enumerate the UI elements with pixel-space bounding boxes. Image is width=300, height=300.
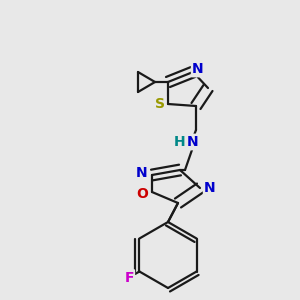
Text: N: N: [187, 135, 199, 149]
Text: H: H: [174, 135, 186, 149]
Text: S: S: [155, 97, 165, 111]
Text: N: N: [204, 181, 216, 195]
Text: F: F: [124, 271, 134, 284]
Text: N: N: [136, 166, 148, 180]
Text: N: N: [192, 62, 204, 76]
Text: O: O: [136, 187, 148, 201]
